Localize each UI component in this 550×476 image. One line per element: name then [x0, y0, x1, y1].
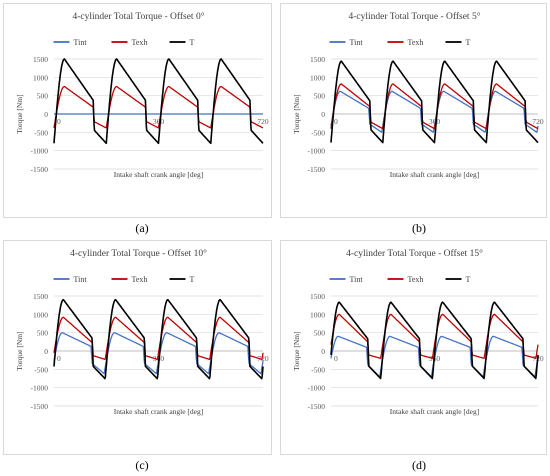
x-tick-label: 0	[334, 354, 338, 363]
panel-caption: (c)	[122, 458, 162, 473]
y-tick-label: 500	[314, 92, 326, 101]
legend-label-texh: Texh	[408, 275, 424, 284]
y-tick-label: 1500	[33, 55, 48, 64]
y-tick-label: -1000	[308, 384, 326, 393]
chart-panel-a: 4-cylinder Total Torque - Offset 0° Tint T…	[3, 3, 272, 218]
chart-title: 4-cylinder Total Torque - Offset 5°	[348, 11, 480, 22]
x-axis-label: Intake shaft crank angle [deg]	[390, 170, 480, 179]
y-tick-label: -1500	[308, 165, 326, 174]
y-axis-label: Torque [Nm]	[15, 94, 24, 133]
x-axis-label: Intake shaft crank angle [deg]	[390, 407, 480, 416]
chart-panel-d: 4-cylinder Total Torque - Offset 15° Tint…	[280, 240, 547, 455]
x-tick-label: 720	[532, 117, 544, 126]
y-tick-label: 1500	[310, 292, 325, 301]
legend-label-tint: Tint	[74, 38, 88, 47]
y-tick-label: 1000	[310, 73, 325, 82]
y-tick-label: 0	[321, 110, 325, 119]
y-axis-label: Torque [Nm]	[292, 94, 301, 133]
legend-label-tint: Tint	[350, 38, 364, 47]
x-axis-label: Intake shaft crank angle [deg]	[114, 407, 204, 416]
legend-label-t: T	[466, 275, 471, 284]
y-tick-label: 0	[321, 347, 325, 356]
chart-svg: 4-cylinder Total Torque - Offset 5° Tint T…	[281, 4, 548, 219]
y-axis-label: Torque [Nm]	[292, 331, 301, 370]
y-tick-label: -1000	[31, 147, 49, 156]
series-line-t	[331, 302, 538, 378]
chart-svg: 4-cylinder Total Torque - Offset 15° Tint…	[281, 241, 548, 456]
y-tick-label: 0	[44, 110, 48, 119]
chart-title: 4-cylinder Total Torque - Offset 15°	[346, 248, 483, 259]
legend-label-texh: Texh	[408, 38, 424, 47]
y-tick-label: -1500	[31, 165, 49, 174]
chart-title: 4-cylinder Total Torque - Offset 0°	[72, 11, 204, 22]
y-tick-label: -1500	[31, 402, 49, 411]
x-tick-label: 0	[57, 354, 61, 363]
chart-svg: 4-cylinder Total Torque - Offset 10° Tint…	[4, 241, 273, 456]
y-tick-label: 1500	[33, 292, 48, 301]
series-line-t	[331, 61, 538, 142]
panel-caption: (d)	[399, 458, 439, 473]
y-tick-label: 1000	[33, 73, 48, 82]
y-tick-label: -500	[34, 128, 48, 137]
y-axis-label: Torque [Nm]	[15, 331, 24, 370]
y-tick-label: -500	[34, 365, 48, 374]
y-tick-label: 0	[44, 347, 48, 356]
x-axis-label: Intake shaft crank angle [deg]	[114, 170, 204, 179]
legend-label-texh: Texh	[132, 38, 148, 47]
x-tick-label: 0	[57, 117, 61, 126]
legend-label-texh: Texh	[132, 275, 148, 284]
legend-label-t: T	[190, 275, 195, 284]
y-tick-label: 1000	[33, 310, 48, 319]
panel-caption: (b)	[399, 221, 439, 236]
y-tick-label: 1000	[310, 310, 325, 319]
y-tick-label: -1000	[308, 147, 326, 156]
x-tick-label: 720	[257, 117, 269, 126]
y-tick-label: -1000	[31, 384, 49, 393]
y-tick-label: -1500	[308, 402, 326, 411]
chart-panel-b: 4-cylinder Total Torque - Offset 5° Tint T…	[280, 3, 547, 218]
chart-panel-c: 4-cylinder Total Torque - Offset 10° Tint…	[3, 240, 272, 455]
panel-caption: (a)	[122, 221, 162, 236]
x-tick-label: 0	[334, 117, 338, 126]
legend-label-t: T	[466, 38, 471, 47]
y-tick-label: 500	[37, 329, 49, 338]
y-tick-label: 500	[314, 329, 326, 338]
y-tick-label: 500	[37, 92, 49, 101]
chart-svg: 4-cylinder Total Torque - Offset 0° Tint T…	[4, 4, 273, 219]
legend-label-tint: Tint	[74, 275, 88, 284]
y-tick-label: -500	[311, 128, 325, 137]
legend-label-tint: Tint	[350, 275, 364, 284]
y-tick-label: -500	[311, 365, 325, 374]
y-tick-label: 1500	[310, 55, 325, 64]
chart-title: 4-cylinder Total Torque - Offset 10°	[70, 248, 207, 259]
legend-label-t: T	[190, 38, 195, 47]
